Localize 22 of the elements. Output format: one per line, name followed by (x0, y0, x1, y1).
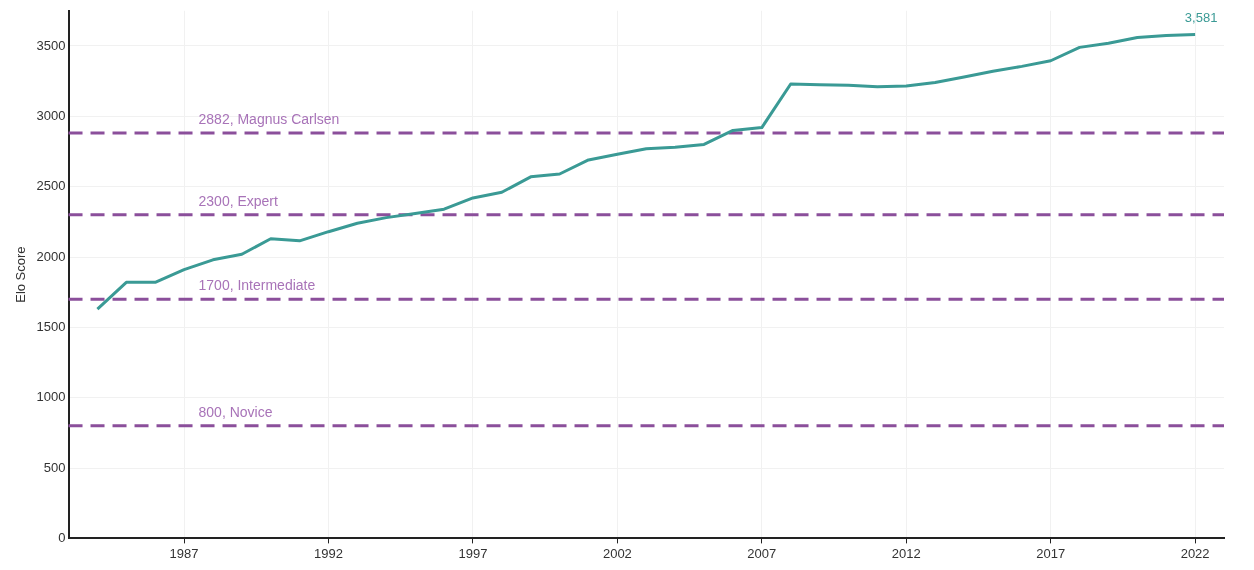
x-tick-label: 1997 (458, 545, 488, 561)
y-tick-label: 3500 (36, 37, 66, 53)
y-tick-label: 1000 (36, 389, 66, 405)
y-axis-title: Elo Score (13, 246, 29, 303)
x-tick-label: 2007 (747, 545, 777, 561)
y-tick-label: 3000 (36, 107, 66, 123)
y-tick-label: 2500 (36, 178, 66, 194)
y-tick-label: 1500 (36, 318, 66, 334)
x-tick-label: 2017 (1036, 545, 1066, 561)
x-tick-label: 1992 (314, 545, 343, 561)
annotation: 3,581 (1184, 9, 1218, 25)
y-tick-label: 2000 (36, 248, 66, 264)
x-tick-label: 2002 (602, 545, 632, 561)
ref-line-label: 800, Novice (198, 403, 273, 420)
ref-line-label: 1700, Intermediate (198, 277, 316, 294)
x-tick-label: 2022 (1180, 545, 1210, 561)
x-tick-label: 1987 (169, 545, 199, 561)
x-tick-label: 2012 (891, 545, 921, 561)
ref-line-label: 2300, Expert (198, 192, 279, 209)
y-tick-label: 500 (43, 459, 66, 475)
y-tick-label: 0 (58, 529, 66, 545)
ref-line-label: 2882, Magnus Carlsen (198, 110, 340, 127)
